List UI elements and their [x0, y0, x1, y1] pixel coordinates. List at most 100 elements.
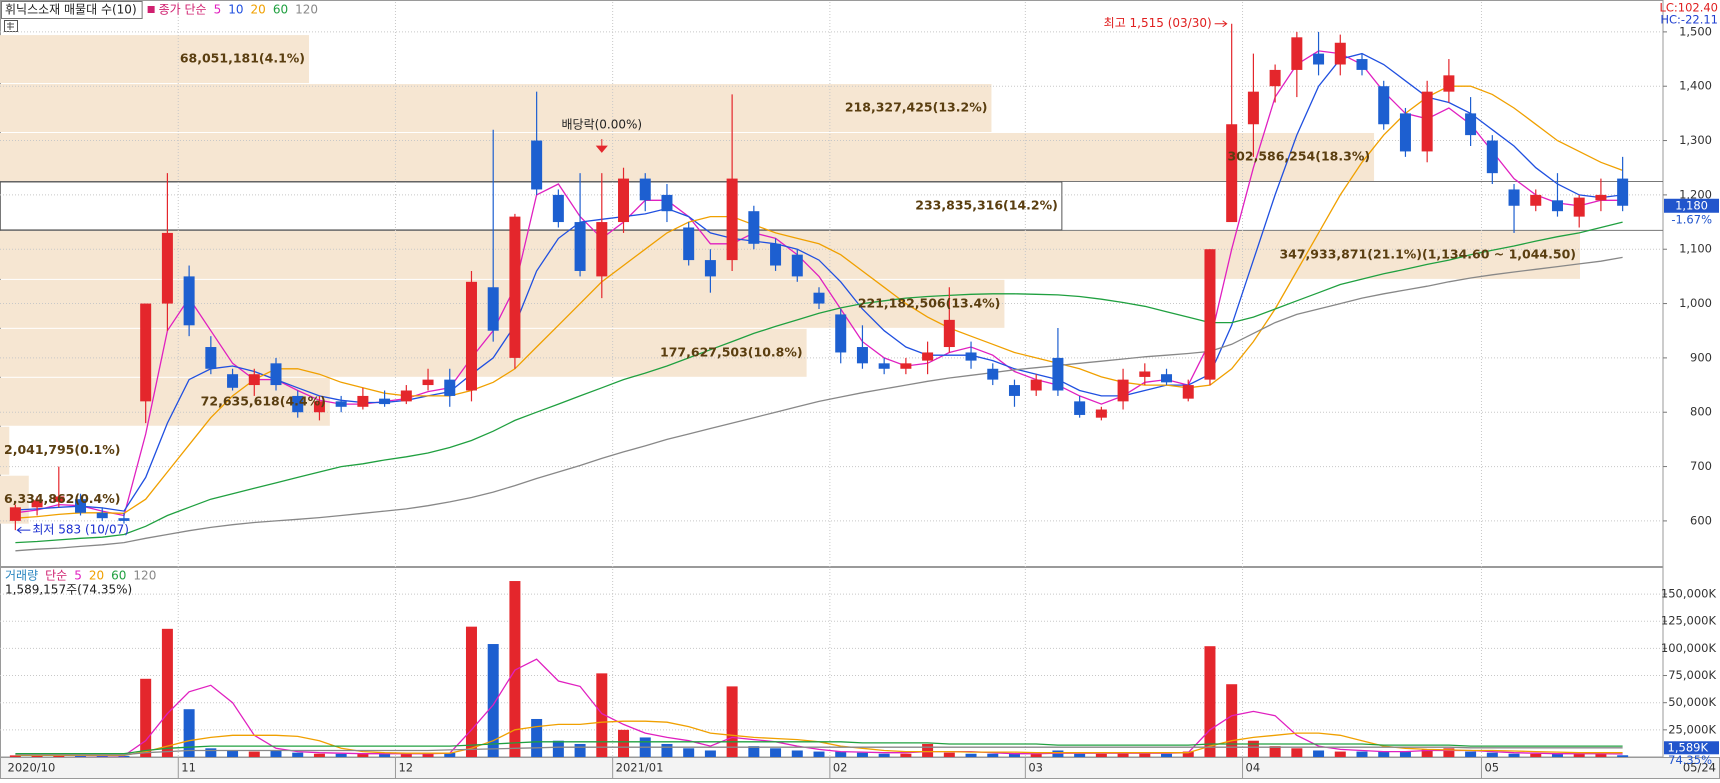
volume-bar: [1530, 753, 1542, 757]
candle-body: [1421, 91, 1433, 152]
candle-body: [1573, 197, 1585, 217]
y-tick-label: 1,400: [1679, 79, 1712, 93]
volume-bar: [835, 751, 847, 757]
volume-bar: [292, 752, 304, 757]
volume-profile-bar: [0, 181, 1063, 231]
volume-bar: [1443, 748, 1455, 757]
volume-bar: [1161, 753, 1173, 757]
candle-body: [987, 368, 999, 380]
y-tick-label: 700: [1690, 459, 1712, 473]
volume-bar: [205, 748, 217, 757]
last-price-tag: [1664, 198, 1719, 213]
volume-bar: [1030, 753, 1042, 757]
legend-entry: 10: [228, 3, 243, 17]
moving-average-line: [15, 85, 1623, 519]
volume-profile-bar: [0, 84, 992, 133]
volume-bar: [1247, 740, 1259, 757]
volume-bar: [357, 753, 369, 757]
x-tick-label: 12: [398, 761, 413, 775]
moving-average-line: [15, 256, 1623, 552]
annotation-arrow: [1214, 20, 1228, 28]
volume-profile-bar: [0, 230, 1580, 279]
volume-bar: [683, 748, 695, 757]
volume-profile-label: 68,051,181(4.1%): [180, 51, 305, 66]
candle-body: [835, 314, 847, 353]
candle-body: [227, 374, 239, 388]
candle-body: [1008, 385, 1020, 396]
volume-bar: [379, 753, 391, 757]
candle-body: [1399, 113, 1411, 152]
chart-title: 휘닉스소재 매물대 수(10): [5, 3, 137, 17]
annotation: 최고 1,515 (03/30): [1104, 16, 1212, 30]
legend-entry: 120: [295, 3, 318, 17]
candle-body: [357, 395, 369, 407]
volume-bar: [531, 718, 543, 757]
last-change: -1.67%: [1671, 212, 1712, 226]
volume-bar: [1399, 751, 1411, 757]
volume-bar: [1378, 751, 1390, 757]
volume-bar: [704, 750, 716, 757]
x-tick-label: 05/24: [1683, 761, 1716, 775]
candle-body: [1095, 409, 1107, 418]
volume-bar: [1573, 753, 1585, 757]
candle-body: [1530, 194, 1542, 206]
candle-body: [618, 178, 630, 223]
volume-bar: [487, 644, 499, 757]
volume-bar: [118, 755, 130, 757]
volume-bar: [1617, 755, 1629, 757]
legend-entry: 20: [89, 569, 104, 583]
y-tick-label: 900: [1690, 350, 1712, 364]
volume-bar: [1356, 751, 1368, 757]
candle-body: [1334, 42, 1346, 65]
legend-entry: 5: [74, 569, 82, 583]
candle-body: [1269, 69, 1281, 87]
candle-body: [1074, 401, 1086, 415]
candle-body: [313, 401, 325, 413]
candle-body: [531, 140, 543, 190]
settings-icon[interactable]: [4, 20, 18, 32]
title-box: [1, 1, 143, 19]
volume-bar: [400, 753, 412, 757]
candle-body: [704, 260, 716, 277]
volume-bar: [661, 743, 673, 757]
settings-icon-glyph: [7, 22, 14, 30]
volume-title: 거래량: [5, 569, 38, 583]
last-volume-label: 1,589K: [1668, 740, 1709, 754]
volume-bar: [1421, 749, 1433, 757]
candle-body: [292, 395, 304, 413]
volume-bar: [900, 753, 912, 757]
candle-body: [922, 352, 934, 361]
annotation-arrow: [595, 139, 608, 153]
volume-profile-label: 347,933,871(21.1%)(1,134.60 ~ 1,044.50): [1279, 246, 1576, 261]
y-tick-label: 1,100: [1679, 242, 1712, 256]
y-tick-label: 1,000: [1679, 296, 1712, 310]
volume-profile-bar: [0, 328, 807, 377]
candle-body: [683, 227, 695, 261]
volume-profile-label: 6,334,862(0.4%): [4, 491, 120, 506]
candle-body: [661, 194, 673, 212]
candle-body: [161, 232, 173, 304]
moving-average-line: [15, 50, 1623, 517]
candle-body: [140, 303, 152, 402]
candle-body: [1356, 59, 1368, 70]
y-tick-label: 1,200: [1679, 187, 1712, 201]
volume-bar: [1551, 753, 1563, 757]
x-tick-label: 05: [1484, 761, 1499, 775]
candle-body: [1595, 194, 1607, 201]
candle-body: [96, 512, 108, 519]
x-tick-label: 04: [1246, 761, 1261, 775]
volume-profile-label: 2,041,795(0.1%): [4, 442, 120, 457]
y-tick-label: 1,500: [1679, 24, 1712, 38]
volume-bar: [183, 709, 195, 757]
volume-bar: [161, 628, 173, 757]
volume-bar: [965, 753, 977, 757]
candle-body: [465, 281, 477, 391]
candle-body: [1378, 86, 1390, 125]
candle-body: [487, 287, 499, 331]
volume-bar: [1204, 646, 1216, 757]
x-tick-label: 11: [181, 761, 196, 775]
volume-bar: [791, 750, 803, 757]
y-tick-label: 50,000K: [1668, 695, 1716, 709]
